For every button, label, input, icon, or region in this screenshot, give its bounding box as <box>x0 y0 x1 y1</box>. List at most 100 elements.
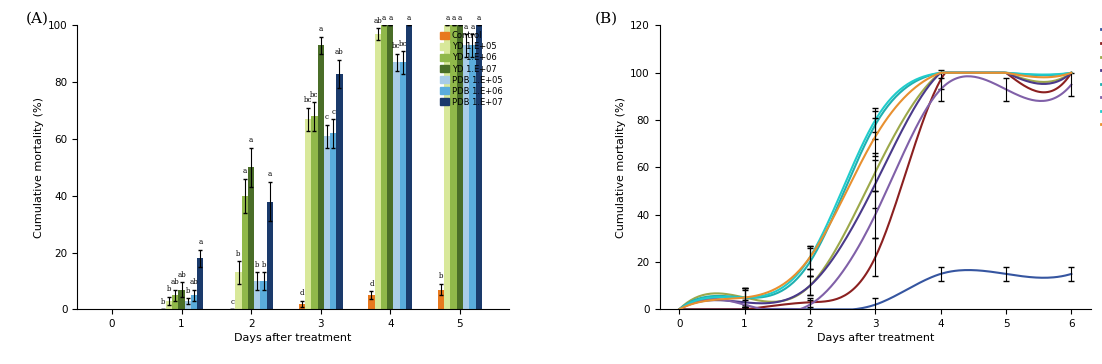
YD 1.0E+05 <box>1047 79 1060 83</box>
Bar <box>406 25 412 309</box>
YD 1.0E+05 <box>1034 80 1047 84</box>
Line: YD 배양여액: YD 배양여액 <box>679 73 1071 309</box>
Text: b: b <box>439 272 443 280</box>
PDA 1.0E+05 <box>696 297 710 302</box>
Bar <box>241 196 248 309</box>
Bar <box>437 289 444 309</box>
YD 1.0E+07 <box>689 298 702 302</box>
Bar <box>387 25 393 309</box>
PDA 1.0E+05 <box>1047 96 1060 101</box>
PDA 1.0E+06 <box>1034 72 1047 77</box>
Bar <box>299 304 305 309</box>
Text: d: d <box>369 280 374 288</box>
YD 1.0E+07 <box>934 71 948 75</box>
Text: (A): (A) <box>25 11 48 25</box>
Text: (B): (B) <box>595 11 618 25</box>
YD 1.0E+05 <box>745 297 758 301</box>
Text: d: d <box>300 289 304 297</box>
Text: a: a <box>242 167 247 175</box>
Legend: Control, YD 배양여액, YD 1.0E+05, YD 1.0E+06, YD 1.0E+07, PDA 1.0E+05, PDA 1.0E+06, : Control, YD 배양여액, YD 1.0E+05, YD 1.0E+06… <box>1100 24 1102 131</box>
Text: a: a <box>388 14 392 22</box>
PDA 1.0E+06 <box>672 307 685 312</box>
Control <box>689 307 702 312</box>
Bar <box>456 25 463 309</box>
Line: YD 1.0E+07: YD 1.0E+07 <box>679 73 1071 309</box>
Line: Control: Control <box>679 270 1071 309</box>
PDA 1.0E+06 <box>1047 72 1060 76</box>
Text: bc: bc <box>310 91 318 99</box>
PDA 1.0E+07 <box>689 301 702 305</box>
PDA 1.0E+06 <box>777 285 790 289</box>
Bar <box>305 119 311 309</box>
YD 배양여액 <box>939 71 952 75</box>
PDA 1.0E+05 <box>1065 82 1078 87</box>
PDA 1.0E+06 <box>934 71 948 75</box>
Bar <box>179 289 185 309</box>
Bar <box>248 167 255 309</box>
Legend: Control, YD 1.E+05, YD 1.E+06, YD 1.E+07, PDB 1.E+05, PDB 1.E+06, PDB 1.E+07: Control, YD 1.E+05, YD 1.E+06, YD 1.E+07… <box>439 29 505 108</box>
YD 배양여액 <box>696 307 710 312</box>
YD 배양여액 <box>689 307 702 312</box>
Bar <box>267 202 273 309</box>
Text: c: c <box>325 114 328 122</box>
Text: ab: ab <box>171 278 180 286</box>
PDA 1.0E+05 <box>777 307 790 312</box>
Text: ab: ab <box>190 278 198 286</box>
Line: PDA 1.0E+05: PDA 1.0E+05 <box>679 76 1071 309</box>
Bar <box>451 25 456 309</box>
Bar <box>317 46 324 309</box>
YD 배양여액 <box>672 307 685 312</box>
YD 1.0E+07 <box>777 288 790 292</box>
Bar <box>236 273 241 309</box>
Bar <box>324 136 331 309</box>
Bar <box>469 46 475 309</box>
Text: b: b <box>236 250 241 258</box>
PDA 1.0E+06 <box>689 299 702 303</box>
Bar <box>191 295 197 309</box>
Line: YD 1.0E+05: YD 1.0E+05 <box>679 73 1071 309</box>
Control <box>962 268 975 272</box>
PDA 1.0E+07 <box>777 282 790 286</box>
Bar <box>375 34 381 309</box>
Control <box>1065 272 1078 276</box>
PDA 1.0E+07 <box>672 307 685 312</box>
YD 1.0E+07 <box>745 296 758 300</box>
Bar <box>260 281 267 309</box>
Control <box>1034 276 1047 280</box>
Control <box>777 307 790 311</box>
YD 1.0E+06 <box>672 307 685 312</box>
PDA 1.0E+05 <box>745 305 758 309</box>
Bar <box>475 25 482 309</box>
Bar <box>166 301 172 309</box>
Text: bc: bc <box>304 96 312 104</box>
Bar <box>255 281 260 309</box>
PDA 1.0E+05 <box>962 74 975 79</box>
Bar <box>400 62 406 309</box>
Text: b: b <box>185 286 190 294</box>
Line: PDA 1.0E+07: PDA 1.0E+07 <box>679 73 1071 309</box>
YD 1.0E+05 <box>696 293 710 297</box>
Text: b: b <box>255 261 260 269</box>
PDA 1.0E+07 <box>934 71 948 75</box>
YD 1.0E+05 <box>689 296 702 300</box>
YD 1.0E+05 <box>1065 71 1078 75</box>
Bar <box>368 295 375 309</box>
Text: a: a <box>452 14 456 22</box>
Text: a: a <box>464 23 468 31</box>
YD 1.0E+05 <box>777 298 790 303</box>
Y-axis label: Cumulative mortality (%): Cumulative mortality (%) <box>34 97 44 238</box>
PDA 1.0E+06 <box>1065 71 1078 75</box>
Text: ab: ab <box>335 48 344 56</box>
PDA 1.0E+07 <box>1065 71 1078 75</box>
YD 1.0E+06 <box>934 71 948 75</box>
Text: a: a <box>407 14 411 22</box>
Text: ab: ab <box>177 271 186 279</box>
YD 1.0E+06 <box>689 301 702 305</box>
PDA 1.0E+07 <box>1034 75 1047 79</box>
Line: YD 1.0E+06: YD 1.0E+06 <box>679 73 1071 309</box>
Text: a: a <box>318 25 323 33</box>
YD 1.0E+06 <box>777 298 790 303</box>
Bar <box>463 46 469 309</box>
Text: b: b <box>166 285 171 293</box>
Text: c: c <box>332 108 335 116</box>
